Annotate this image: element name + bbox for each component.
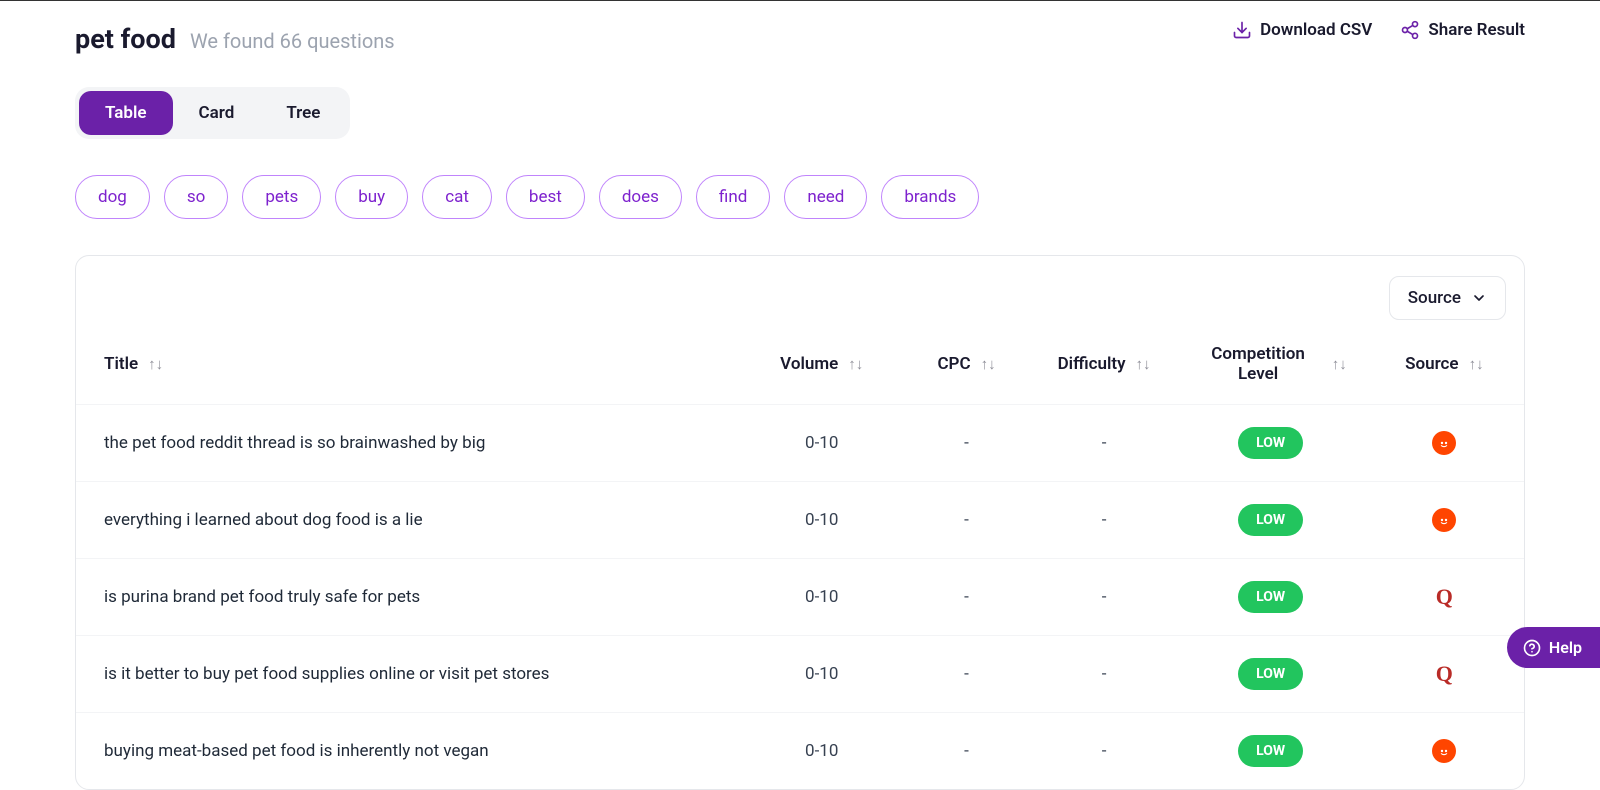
table-row[interactable]: the pet food reddit thread is so brainwa… (76, 405, 1524, 482)
chevron-down-icon (1471, 290, 1487, 306)
sort-icon: ↑↓ (1469, 355, 1484, 373)
share-label: Share Result (1428, 20, 1525, 40)
sort-icon: ↑↓ (1136, 355, 1151, 373)
cell-source (1365, 405, 1524, 482)
cell-source: Q (1365, 636, 1524, 713)
column-label: CPC (937, 354, 970, 374)
column-label: Volume (780, 354, 838, 374)
page-title: pet food (75, 23, 176, 55)
share-icon (1400, 20, 1420, 40)
reddit-icon (1432, 508, 1456, 532)
tab-table[interactable]: Table (79, 91, 173, 135)
results-table-card: Source Title↑↓Volume↑↓CPC↑↓Difficulty↑↓C… (75, 255, 1525, 790)
column-label: Source (1405, 354, 1458, 374)
cell-volume: 0-10 (742, 482, 901, 559)
cell-title: is purina brand pet food truly safe for … (76, 559, 742, 636)
column-header-source[interactable]: Source ↑↓ (1405, 354, 1483, 374)
filter-chip-need[interactable]: need (784, 175, 867, 219)
table-row[interactable]: buying meat-based pet food is inherently… (76, 713, 1524, 790)
cell-volume: 0-10 (742, 636, 901, 713)
download-label: Download CSV (1260, 20, 1372, 40)
cell-difficulty: - (1032, 713, 1177, 790)
cell-cpc: - (901, 405, 1031, 482)
quora-icon: Q (1432, 662, 1456, 686)
tab-tree[interactable]: Tree (260, 91, 346, 135)
cell-competition: LOW (1176, 713, 1364, 790)
cell-cpc: - (901, 636, 1031, 713)
cell-competition: LOW (1176, 405, 1364, 482)
filter-chip-brands[interactable]: brands (881, 175, 979, 219)
tab-card[interactable]: Card (173, 91, 261, 135)
sort-icon: ↑↓ (981, 355, 996, 373)
help-icon (1523, 639, 1541, 657)
column-label: Title (104, 354, 138, 374)
cell-source: Q (1365, 559, 1524, 636)
cell-difficulty: - (1032, 405, 1177, 482)
cell-competition: LOW (1176, 636, 1364, 713)
cell-title: buying meat-based pet food is inherently… (76, 713, 742, 790)
filter-chips: dogsopetsbuycatbest does find need brands (75, 175, 1525, 219)
cell-cpc: - (901, 559, 1031, 636)
cell-volume: 0-10 (742, 405, 901, 482)
quora-icon: Q (1432, 585, 1456, 609)
cell-title: is it better to buy pet food supplies on… (76, 636, 742, 713)
reddit-icon (1432, 739, 1456, 763)
filter-chip-buy[interactable]: buy (335, 175, 408, 219)
filter-chip-find[interactable]: find (696, 175, 770, 219)
column-label: Competition Level (1194, 344, 1321, 384)
cell-difficulty: - (1032, 482, 1177, 559)
cell-source (1365, 713, 1524, 790)
view-tabs: TableCardTree (75, 87, 350, 139)
cell-cpc: - (901, 482, 1031, 559)
source-dropdown[interactable]: Source (1389, 276, 1506, 320)
help-label: Help (1549, 638, 1582, 657)
sort-icon: ↑↓ (848, 355, 863, 373)
cell-difficulty: - (1032, 636, 1177, 713)
table-row[interactable]: is it better to buy pet food supplies on… (76, 636, 1524, 713)
result-count: We found 66 questions (190, 29, 395, 53)
column-header-title[interactable]: Title ↑↓ (104, 354, 163, 374)
column-header-cpc[interactable]: CPC ↑↓ (937, 354, 995, 374)
filter-chip-pets[interactable]: pets (242, 175, 321, 219)
sort-icon: ↑↓ (148, 355, 163, 373)
download-icon (1232, 20, 1252, 40)
table-row[interactable]: is purina brand pet food truly safe for … (76, 559, 1524, 636)
cell-title: the pet food reddit thread is so brainwa… (76, 405, 742, 482)
filter-chip-best[interactable]: best (506, 175, 585, 219)
column-label: Difficulty (1058, 354, 1126, 374)
cell-competition: LOW (1176, 482, 1364, 559)
reddit-icon (1432, 431, 1456, 455)
cell-volume: 0-10 (742, 713, 901, 790)
column-header-difficulty[interactable]: Difficulty ↑↓ (1058, 354, 1151, 374)
cell-competition: LOW (1176, 559, 1364, 636)
filter-chip-so[interactable]: so (164, 175, 228, 219)
download-csv-button[interactable]: Download CSV (1232, 20, 1372, 40)
sort-icon: ↑↓ (1332, 355, 1347, 373)
filter-chip-dog[interactable]: dog (75, 175, 150, 219)
filter-chip-does[interactable]: does (599, 175, 682, 219)
column-header-volume[interactable]: Volume ↑↓ (780, 354, 863, 374)
cell-source (1365, 482, 1524, 559)
table-row[interactable]: everything i learned about dog food is a… (76, 482, 1524, 559)
source-dropdown-label: Source (1408, 288, 1461, 308)
cell-difficulty: - (1032, 559, 1177, 636)
filter-chip-cat[interactable]: cat (422, 175, 492, 219)
column-header-competition-level[interactable]: Competition Level ↑↓ (1194, 344, 1346, 384)
help-button[interactable]: Help (1507, 627, 1600, 668)
cell-title: everything i learned about dog food is a… (76, 482, 742, 559)
share-result-button[interactable]: Share Result (1400, 20, 1525, 40)
cell-volume: 0-10 (742, 559, 901, 636)
cell-cpc: - (901, 713, 1031, 790)
